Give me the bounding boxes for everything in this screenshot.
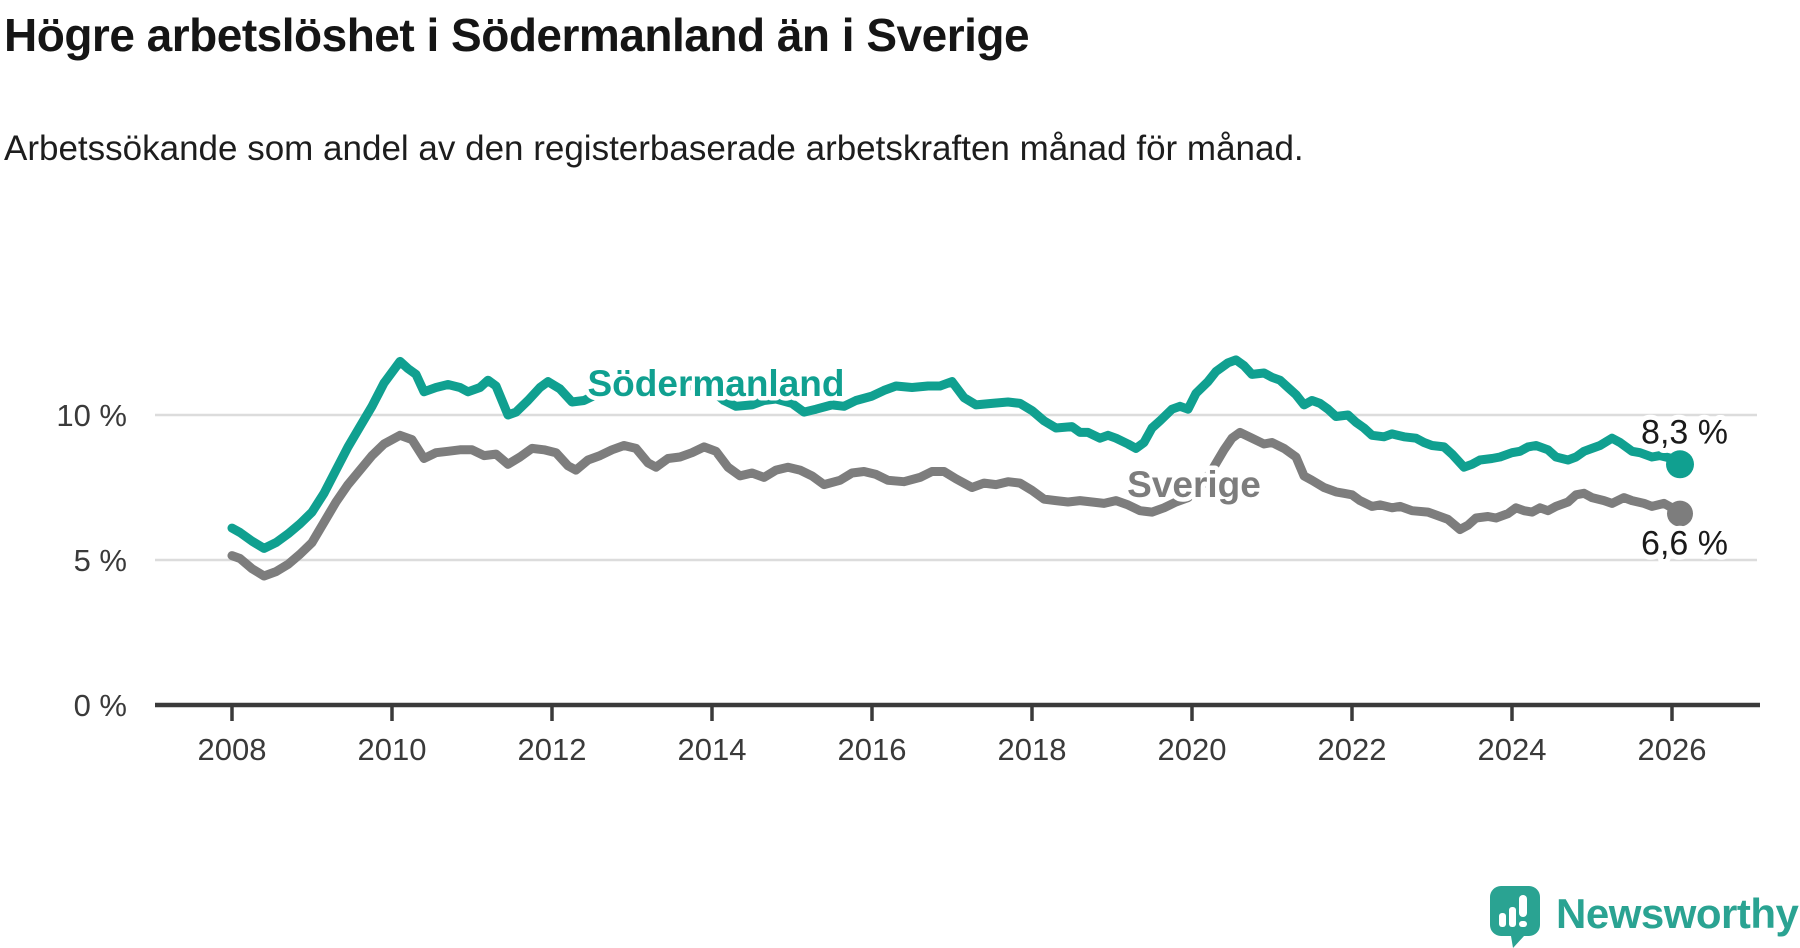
newsworthy-logo-text: Newsworthy: [1556, 890, 1800, 937]
logo-exclamation-bar: [1519, 895, 1527, 917]
x-axis-tick-label: 2022: [1318, 732, 1387, 767]
series-label-sverige: Sverige: [1127, 464, 1261, 505]
x-axis-tick-label: 2010: [358, 732, 427, 767]
x-axis-tick-label: 2020: [1158, 732, 1227, 767]
series-endpoint-dot-södermanland: [1666, 450, 1694, 479]
series-end-value-label: 8,3 %: [1641, 413, 1728, 451]
newsworthy-logo-icon: [1490, 886, 1540, 948]
newsworthy-logo: Newsworthy: [1490, 886, 1800, 948]
series-line-sverige: [227, 427, 1685, 581]
series-end-value-label: 6,6 %: [1641, 525, 1728, 563]
x-axis-tick-label: 2012: [518, 732, 587, 767]
x-axis-tick-label: 2026: [1638, 732, 1707, 767]
y-axis-tick-label: 5 %: [74, 543, 127, 578]
x-axis-tick-label: 2018: [998, 732, 1067, 767]
x-axis-tick-label: 2014: [678, 732, 747, 767]
series-label-sodermanland: Södermanland: [588, 363, 845, 404]
series-line-södermanland: [227, 355, 1685, 553]
logo-bar-small: [1499, 913, 1506, 927]
logo-exclamation-dot: [1519, 921, 1527, 927]
x-axis-tick-label: 2008: [198, 732, 267, 767]
x-axis-tick-label: 2016: [838, 732, 907, 767]
chart-subtitle: Arbetssökande som andel av den registerb…: [4, 129, 1304, 168]
y-axis-tick-label: 0 %: [74, 688, 127, 723]
y-axis-tick-label: 10 %: [56, 398, 127, 433]
series-endpoint-dot-sverige: [1667, 500, 1693, 527]
chart-title: Högre arbetslöshet i Södermanland än i S…: [4, 9, 1030, 61]
x-axis-tick-label: 2024: [1478, 732, 1547, 767]
plot-area: 0 % 5 % 10 % 2008 2010 2012 2014 2016 2018 2020 20…: [56, 355, 1760, 767]
logo-bar-medium: [1509, 907, 1516, 927]
